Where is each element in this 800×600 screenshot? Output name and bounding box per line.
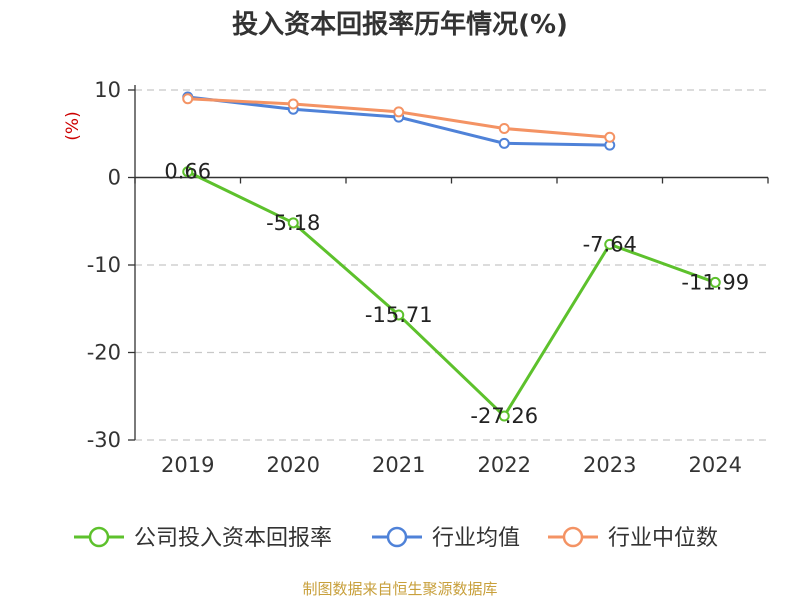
y-tick-label: -20 [87,341,121,365]
data-point-1 [498,137,510,149]
legend-marker [88,526,110,548]
chart-title: 投入资本回报率历年情况(%) [232,10,568,40]
data-point-2 [182,93,194,105]
y-axis-label: (%) [63,111,83,140]
legend-label: 公司投入资本回报率 [134,526,332,551]
legend-label: 行业均值 [432,526,520,551]
data-label: -15.71 [365,303,433,327]
data-point-2 [287,98,299,110]
y-tick-labels: 10 0 -10 -20 -30 [87,78,121,452]
x-tick-label: 2024 [689,453,742,477]
data-label: -11.99 [681,270,749,294]
legend-label: 行业中位数 [608,526,718,551]
y-tick-label: -30 [87,428,121,452]
x-tick-label: 2023 [583,453,636,477]
data-point-0 [709,276,721,288]
data-point-0 [604,238,616,250]
series-line-0 [187,170,716,419]
y-tick-label: -10 [87,253,121,277]
data-point-0 [498,410,510,422]
grid-lines [128,89,768,441]
data-point-0 [182,166,194,178]
x-tick-label: 2022 [478,453,531,477]
data-point-0 [393,309,405,321]
y-tick-label: 0 [108,166,121,190]
data-point-2 [393,106,405,118]
series-lines [182,91,721,422]
legend: 公司投入资本回报率 行业均值 行业中位数 [74,526,718,551]
data-label: -5.18 [266,211,320,235]
x-tick-label: 2020 [267,453,320,477]
data-labels: 0.66 -5.18 -15.71 -27.26 -7.64 -11.99 [164,160,749,428]
axes [134,85,769,440]
y-tick-label: 10 [94,78,121,102]
x-tick-label: 2019 [161,453,214,477]
data-point-0 [287,217,299,229]
data-label: -27.26 [470,404,538,428]
legend-marker [562,526,584,548]
source-note: 制图数据来自恒生聚源数据库 [302,580,498,598]
data-point-2 [498,123,510,134]
legend-marker [386,526,408,548]
x-tick-label: 2021 [372,453,425,477]
data-point-2 [604,131,616,143]
data-label: 0.66 [164,160,211,184]
data-label: -7.64 [583,232,637,256]
x-tick-labels: 2019 2020 2021 2022 2023 2024 [161,453,742,477]
